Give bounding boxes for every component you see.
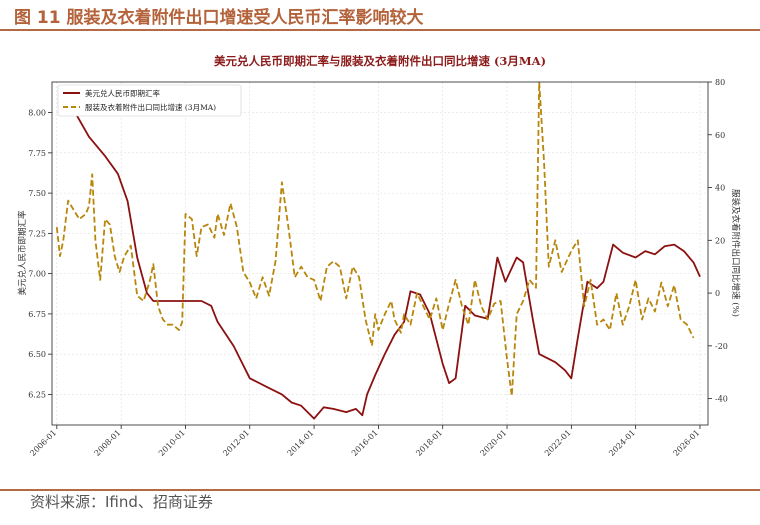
y-left-tick-label: 7.00	[28, 270, 46, 279]
x-tick-label: 2014-01	[286, 428, 316, 458]
source-note: 资料来源：Ifind、招商证券	[30, 493, 213, 511]
plot-frame	[51, 81, 709, 426]
footer-divider	[0, 489, 760, 491]
y-right-tick-label: -40	[715, 395, 728, 404]
legend-label-export: 服装及衣着附件出口同比增速 (3月MA)	[85, 102, 216, 112]
y-right-tick-label: 40	[715, 184, 725, 193]
title-divider	[0, 29, 760, 31]
x-tick-label: 2024-01	[607, 428, 637, 458]
y-right-tick-label: 80	[715, 78, 725, 87]
legend: 美元兑人民币即期汇率 服装及衣着附件出口同比增速 (3月MA)	[57, 84, 242, 117]
y-right-tick-label: 60	[715, 131, 725, 140]
x-tick-label: 2018-01	[414, 428, 444, 458]
x-tick-label: 2008-01	[93, 428, 123, 458]
series-export-growth-line	[55, 82, 695, 397]
y-right-tick-label: 20	[715, 236, 725, 245]
x-tick-label: 2006-01	[28, 428, 58, 458]
line-chart: 美元兑人民币即期汇率与服装及衣着附件出口同比增速 (3月MA) 2006-01 2…	[17, 54, 741, 458]
y-axis-left: 6.25 6.50 6.75 7.00 7.25 7.50 7.75 8.00	[28, 109, 52, 399]
legend-box	[57, 84, 242, 117]
y-right-tick-label: 0	[715, 289, 720, 298]
y-left-tick-label: 6.75	[28, 310, 46, 319]
x-tick-label: 2016-01	[350, 428, 380, 458]
y-axis-right: -40 -20 0 20 40 60 80	[708, 78, 728, 404]
y-axis-right-label: 服装及衣着附件出口同比增速 (%)	[730, 189, 741, 317]
x-tick-label: 2020-01	[479, 428, 509, 458]
legend-label-fx: 美元兑人民币即期汇率	[85, 88, 160, 98]
y-left-tick-label: 7.25	[28, 229, 46, 238]
y-left-tick-label: 7.75	[28, 149, 46, 158]
x-axis: 2006-01 2008-01 2010-01 2012-01 2014-01 2016-…	[28, 425, 701, 458]
x-tick-label: 2026-01	[671, 428, 701, 458]
y-left-tick-label: 8.00	[28, 109, 46, 118]
y-left-tick-label: 7.50	[28, 189, 46, 198]
x-tick-label: 2012-01	[221, 428, 251, 458]
y-right-tick-label: -20	[715, 342, 728, 351]
y-axis-left-label: 美元兑人民币即期汇率	[17, 210, 28, 296]
y-left-tick-label: 6.50	[28, 350, 46, 359]
series-layer	[55, 82, 701, 420]
grid-lines	[52, 82, 708, 425]
y-left-tick-label: 6.25	[28, 390, 46, 399]
x-tick-label: 2022-01	[543, 428, 573, 458]
figure-title: 图 11 服装及衣着附件出口增速受人民币汇率影响较大	[14, 8, 424, 28]
chart-title: 美元兑人民币即期汇率与服装及衣着附件出口同比增速 (3月MA)	[214, 54, 546, 68]
series-fx-rate-line	[75, 113, 701, 420]
x-tick-label: 2010-01	[157, 428, 187, 458]
